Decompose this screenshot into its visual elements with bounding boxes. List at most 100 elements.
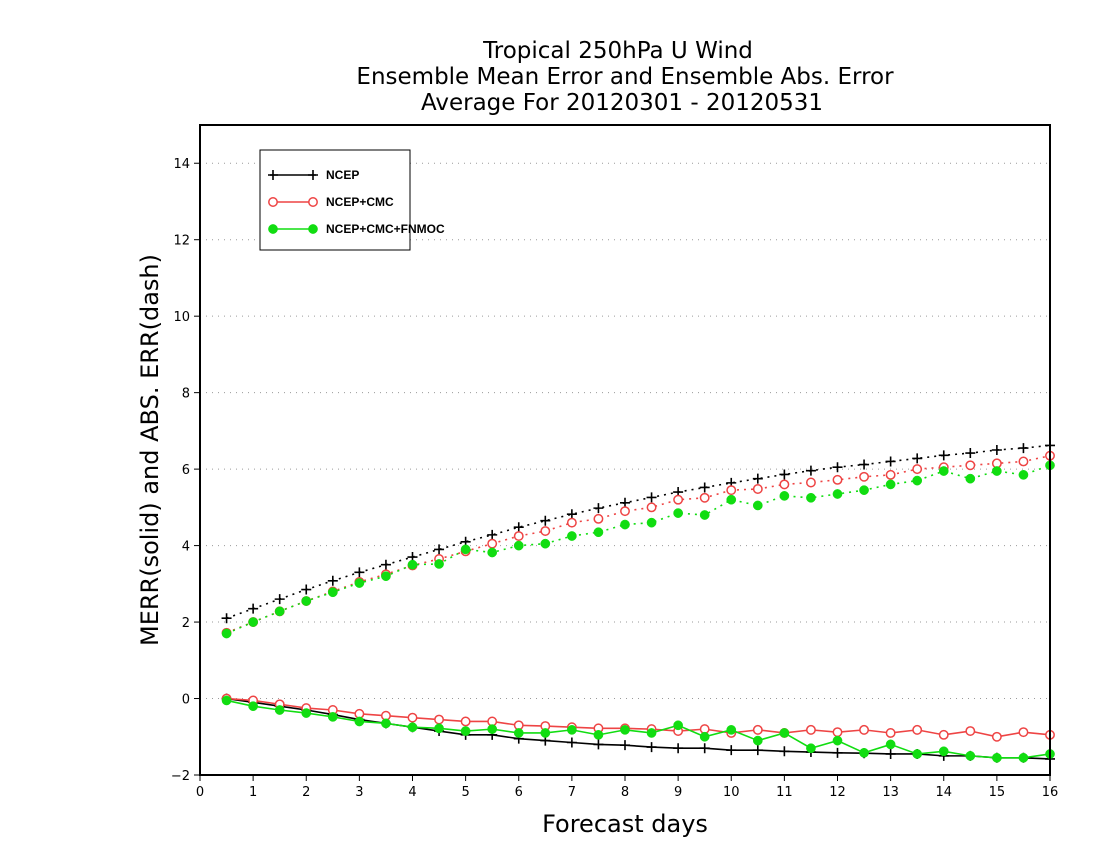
mean-err-point: [726, 745, 737, 756]
x-tick-label: 9: [674, 785, 682, 800]
mean-err-point: [885, 739, 896, 750]
abs-err-point: [885, 469, 896, 480]
abs-err-point: [805, 477, 816, 488]
series-layer: [221, 440, 1055, 764]
abs-err-point: [992, 466, 1002, 476]
mean-err-point: [301, 708, 312, 718]
abs-err-point: [965, 473, 976, 484]
abs-err-point: [885, 479, 896, 490]
abs-err-point: [752, 500, 763, 511]
abs-err-point: [646, 502, 657, 513]
mean-err-point: [885, 727, 896, 738]
abs-err-point: [646, 517, 657, 528]
abs-err-point: [726, 494, 737, 505]
mean-err-point: [567, 725, 577, 735]
mean-err-point: [859, 747, 869, 758]
y-axis: −2 0 2 4 6 8 10 12 14: [171, 157, 200, 784]
x-tick-label: 0: [196, 785, 204, 800]
abs-err-point: [779, 479, 790, 490]
abs-err-point: [699, 510, 710, 520]
series-ncep: [221, 440, 1055, 764]
x-tick-label: 13: [882, 785, 899, 800]
legend-label: NCEP+CMC: [326, 195, 394, 209]
legend-marker: [268, 170, 278, 180]
x-tick-label: 8: [621, 785, 629, 800]
mean-err-point: [965, 751, 976, 761]
abs-err-point: [540, 538, 551, 549]
abs-err-point: [752, 473, 763, 484]
abs-err-point: [567, 531, 577, 541]
legend-marker: [308, 197, 318, 207]
abs-err-point: [487, 547, 498, 558]
mean-err-point: [673, 720, 683, 731]
legend-label: NCEP: [326, 168, 359, 182]
mean-err-point: [752, 724, 763, 735]
mean-err-point: [566, 737, 577, 748]
x-tick-label: 7: [568, 785, 576, 800]
abs-err-point: [274, 594, 285, 605]
mean-err-point: [912, 724, 923, 735]
mean-err-point: [938, 746, 949, 757]
mean-err-point: [832, 747, 843, 758]
abs-err-point: [487, 529, 498, 540]
legend-entry-ncep-cmc: NCEP+CMC: [268, 195, 394, 209]
abs-err-point: [859, 471, 870, 482]
y-tick-label: 6: [182, 463, 190, 478]
abs-err-point: [1018, 456, 1029, 467]
abs-err-point: [620, 519, 630, 530]
x-tick-label: 6: [515, 785, 523, 800]
mean-err-point: [407, 712, 418, 723]
mean-err-point: [460, 726, 471, 736]
mean-err-point: [513, 728, 524, 738]
mean-err-point: [752, 745, 763, 756]
legend-box: [259, 149, 411, 251]
mean-err-point: [593, 739, 604, 750]
mean-err-point: [965, 726, 976, 736]
abs-err-point: [248, 603, 259, 614]
x-tick-label: 10: [723, 785, 740, 800]
abs-err-point: [912, 464, 923, 475]
y-tick-label: −2: [171, 769, 190, 784]
mean-err-point: [752, 735, 763, 746]
y-tick-label: 14: [173, 157, 190, 172]
abs-err-point: [938, 450, 949, 461]
abs-err-point: [540, 515, 551, 526]
abs-err-line: [226, 444, 1051, 619]
abs-err-point: [327, 587, 338, 598]
series-ncep-cmc: [221, 450, 1055, 742]
abs-err-point: [965, 448, 976, 459]
mean-err-point: [1018, 752, 1029, 763]
x-tick-label: 4: [408, 785, 416, 800]
abs-err-point: [620, 497, 630, 508]
title-line-3: Average For 20120301 - 20120531: [421, 90, 823, 116]
abs-err-point: [593, 527, 604, 538]
x-tick-label: 2: [302, 785, 310, 800]
abs-err-point: [938, 466, 949, 476]
abs-err-line: [226, 464, 1051, 635]
mean-err-point: [646, 728, 657, 738]
abs-err-point: [805, 465, 816, 476]
x-tick-label: 14: [935, 785, 952, 800]
legend-marker: [308, 224, 318, 234]
abs-err-line: [226, 454, 1051, 634]
abs-err-point: [646, 492, 657, 503]
legend-entry-ncep: NCEP: [268, 168, 359, 182]
abs-err-point: [593, 503, 604, 514]
abs-err-point: [885, 456, 896, 467]
abs-err-point: [593, 513, 604, 524]
legend-marker: [268, 224, 278, 234]
mean-err-point: [699, 743, 710, 754]
abs-err-point: [221, 613, 232, 624]
mean-err-point: [779, 746, 790, 757]
abs-err-point: [327, 575, 338, 586]
legend-marker: [268, 197, 278, 207]
abs-err-point: [1018, 470, 1029, 480]
abs-err-point: [566, 517, 577, 528]
abs-err-point: [965, 460, 976, 471]
abs-err-point: [779, 469, 790, 480]
mean-err-point: [779, 728, 790, 738]
mean-err-point: [832, 735, 843, 746]
abs-err-point: [434, 559, 444, 569]
abs-err-point: [912, 475, 923, 486]
